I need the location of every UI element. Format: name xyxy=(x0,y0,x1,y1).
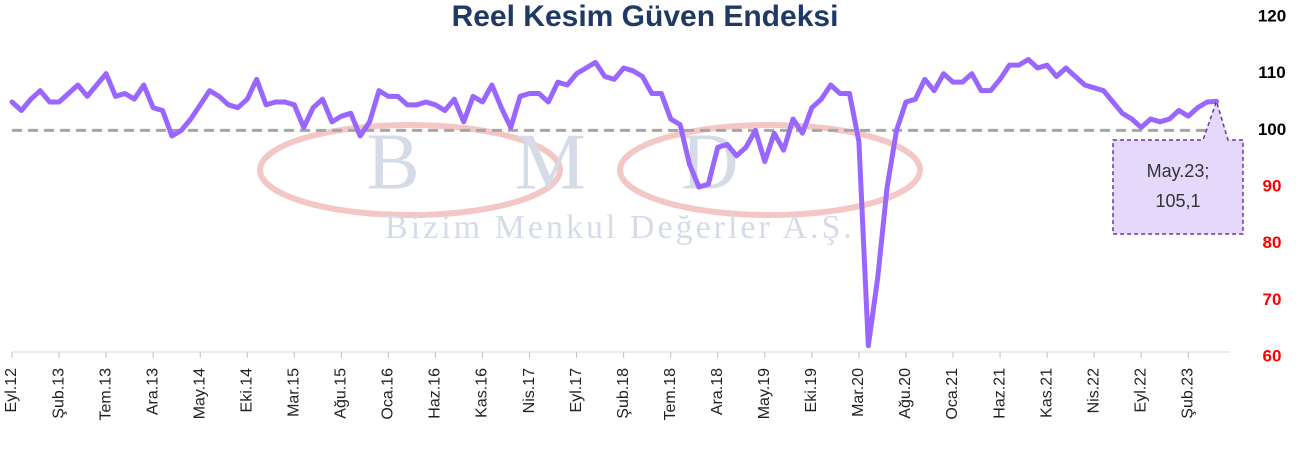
x-tick-label: Tem.18 xyxy=(662,368,679,421)
x-tick-label: Nis.22 xyxy=(1085,368,1102,413)
annotation-box xyxy=(1112,98,1244,235)
x-tick-label: Mar.20 xyxy=(850,368,867,417)
x-tick-label: Eyl.22 xyxy=(1132,368,1149,413)
x-tick-label: Şub.18 xyxy=(615,368,632,419)
x-tick-label: Şub.23 xyxy=(1179,368,1196,419)
watermark-text: Bizim Menkul Değerler A.Ş. xyxy=(385,209,855,246)
watermark-ring xyxy=(257,122,563,218)
x-tick-label: Mar.15 xyxy=(286,368,303,417)
series-line xyxy=(9,57,1219,349)
x-tick-label: Oca.16 xyxy=(380,368,397,420)
x-tick-label: Tem.13 xyxy=(97,368,114,421)
annotation-text: May.23; xyxy=(1147,161,1210,181)
y-tick-label: 120 xyxy=(1258,6,1286,25)
x-tick-label: Nis.17 xyxy=(521,368,538,413)
x-tick-label: May.19 xyxy=(756,368,773,419)
x-tick-label: Oca.21 xyxy=(944,368,961,420)
watermark-ring xyxy=(617,122,923,218)
x-tick-label: Ara.18 xyxy=(709,368,726,415)
annotation-text: 105,1 xyxy=(1155,191,1200,211)
y-tick-label: 100 xyxy=(1258,120,1286,139)
x-tick-label: Eyl.17 xyxy=(568,368,585,413)
x-tick-label: Eyl.12 xyxy=(3,368,20,413)
x-tick-label: Haz.21 xyxy=(991,368,1008,419)
watermark: BMD Bizim Menkul Değerler A.Ş. xyxy=(257,118,923,246)
y-tick-label: 70 xyxy=(1263,290,1282,309)
x-tick-label: Ağu.20 xyxy=(897,368,914,419)
x-tick-label: Eki.14 xyxy=(238,368,255,413)
x-tick-label: Kas.21 xyxy=(1038,368,1055,418)
y-tick-label: 110 xyxy=(1258,63,1285,82)
x-tick-label: May.14 xyxy=(191,368,208,419)
y-tick-label: 80 xyxy=(1263,233,1282,252)
x-tick-label: Şub.13 xyxy=(50,368,67,419)
x-tick-label: Ara.13 xyxy=(144,368,161,415)
y-tick-label: 90 xyxy=(1263,176,1282,195)
watermark-logo: BMD xyxy=(366,118,833,206)
y-tick-label: 60 xyxy=(1263,346,1282,365)
x-tick-label: Ağu.15 xyxy=(333,368,350,419)
chart-title: Reel Kesim Güven Endeksi xyxy=(452,0,839,33)
x-tick-label: Haz.16 xyxy=(427,368,444,419)
x-tick-label: Kas.16 xyxy=(474,368,491,418)
x-tick-label: Eki.19 xyxy=(803,368,820,413)
